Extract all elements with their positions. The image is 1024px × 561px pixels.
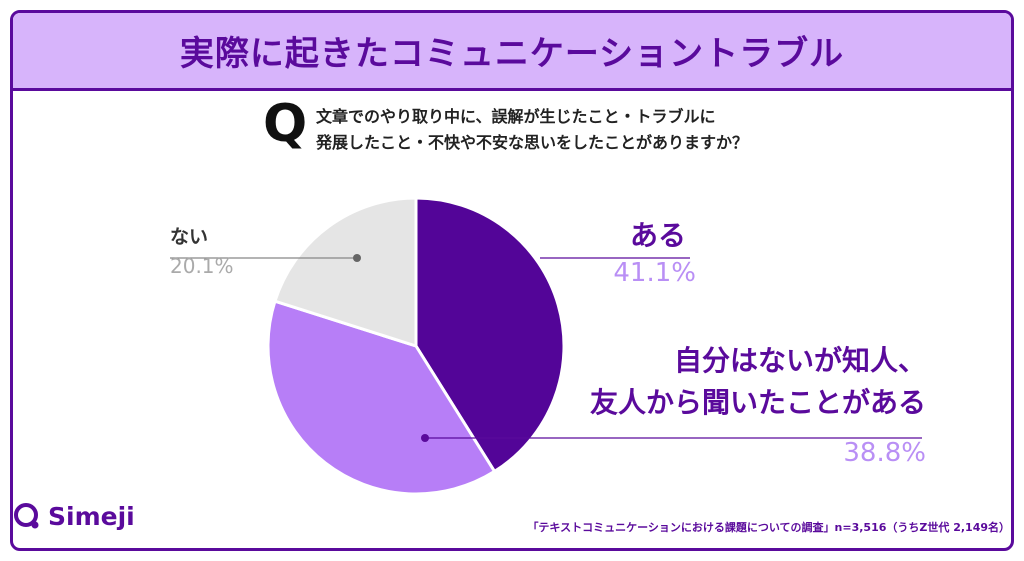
slice-value-chijin: 38.8%: [843, 438, 926, 468]
slice-label-nai: ない: [170, 226, 209, 248]
leader-dot-nai: [353, 254, 361, 262]
slice-label-chijin-line-1: 自分はないが知人、: [673, 344, 926, 377]
slice-value-aru: 41.1%: [613, 258, 696, 288]
survey-source: 「テキストコミュニケーションにおける課題についての調査」n=3,516（うちZ世…: [527, 521, 1010, 534]
slice-label-aru: ある: [629, 219, 686, 252]
question-mark: Q: [263, 94, 308, 154]
pie-slice-chijin: [266, 299, 497, 496]
simeji-logo-icon: [14, 503, 39, 529]
title-banner: 実際に起きたコミュニケーショントラブル: [13, 13, 1011, 91]
question-text: 文章でのやり取り中に、誤解が生じたこと・トラブルに 発展したこと・不快や不安な思…: [316, 104, 748, 156]
slice-value-nai: 20.1%: [170, 254, 234, 278]
pie-slice-nai: [273, 196, 418, 349]
leader-dot-chijin: [421, 434, 429, 442]
question-line-1: 文章でのやり取り中に、誤解が生じたこと・トラブルに: [316, 107, 716, 126]
leader-lines: [170, 254, 922, 442]
slice-label-chijin: 自分はないが知人、 友人から聞いたことがある: [590, 340, 926, 424]
brand-name: Simeji: [48, 501, 135, 531]
slice-label-chijin-line-2: 友人から聞いたことがある: [589, 386, 926, 419]
question-line-2: 発展したこと・不快や不安な思いをしたことがありますか？: [316, 133, 749, 152]
pie-slices: [266, 196, 566, 496]
brand-logo: Simeji: [12, 501, 135, 531]
card-frame: 実際に起きたコミュニケーショントラブル: [10, 10, 1014, 551]
page-title: 実際に起きたコミュニケーショントラブル: [179, 34, 845, 74]
